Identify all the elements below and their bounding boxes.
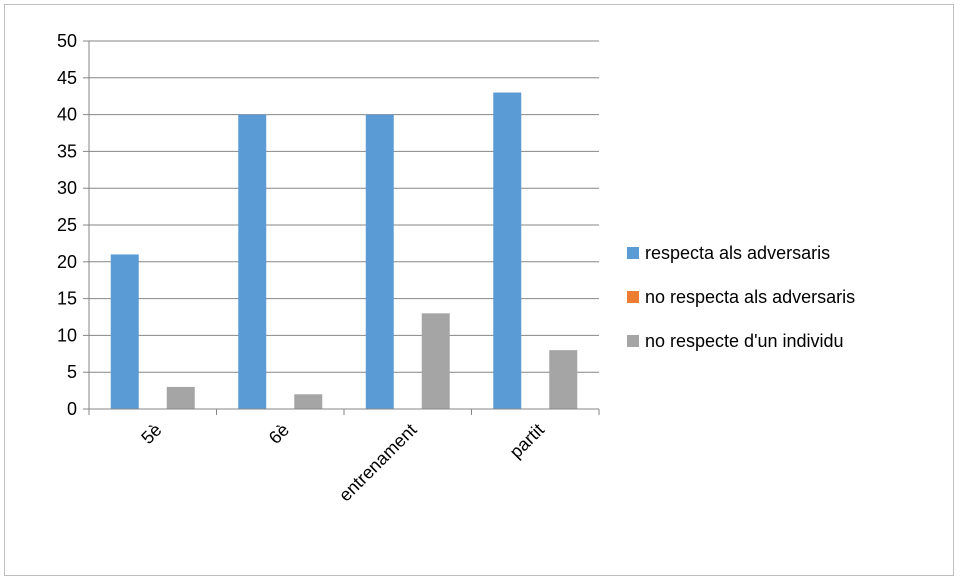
y-tick-label: 30 [57,178,77,198]
legend: respecta als adversaris no respecta als a… [627,243,855,351]
legend-label: no respecta als adversaris [645,287,855,307]
legend-label: no respecte d'un individu [645,331,844,351]
y-axis-ticks: 0 5 10 15 20 25 30 35 40 45 50 [57,31,89,419]
y-tick-label: 0 [67,399,77,419]
bar-respecta-als-adversaris [238,114,267,409]
bar-respecta-als-adversaris [493,92,522,410]
x-tick-label: entrenament [335,420,421,506]
y-tick-label: 50 [57,31,77,51]
x-tick-label: 5è [137,420,165,448]
bar-no-respecte-d-un-individu [294,394,323,409]
y-tick-label: 35 [57,141,77,161]
bar-no-respecte-d-un-individu [421,313,450,409]
bar-chart: 0 5 10 15 20 25 30 35 40 45 50 5è 6è entrenament part… [57,31,855,506]
y-tick-label: 25 [57,215,77,235]
x-tick-label: 6è [265,420,293,448]
gridlines [89,40,599,373]
chart-frame: 0 5 10 15 20 25 30 35 40 45 50 5è 6è entrenament part… [4,4,954,576]
y-tick-label: 10 [57,325,77,345]
bar-no-respecte-d-un-individu [166,386,195,409]
bars [110,92,578,410]
bar-respecta-als-adversaris [365,114,394,409]
y-tick-label: 40 [57,105,77,125]
y-tick-label: 5 [67,362,77,382]
legend-swatch [627,335,639,347]
bar-no-respecte-d-un-individu [549,350,578,409]
y-tick-label: 45 [57,68,77,88]
y-tick-label: 15 [57,289,77,309]
legend-swatch [627,247,639,259]
legend-swatch [627,291,639,303]
y-tick-label: 20 [57,252,77,272]
x-tick-label: partit [506,420,548,462]
x-axis-ticks: 5è 6è entrenament partit [88,409,600,506]
legend-label: respecta als adversaris [645,243,830,263]
bar-respecta-als-adversaris [110,254,139,409]
